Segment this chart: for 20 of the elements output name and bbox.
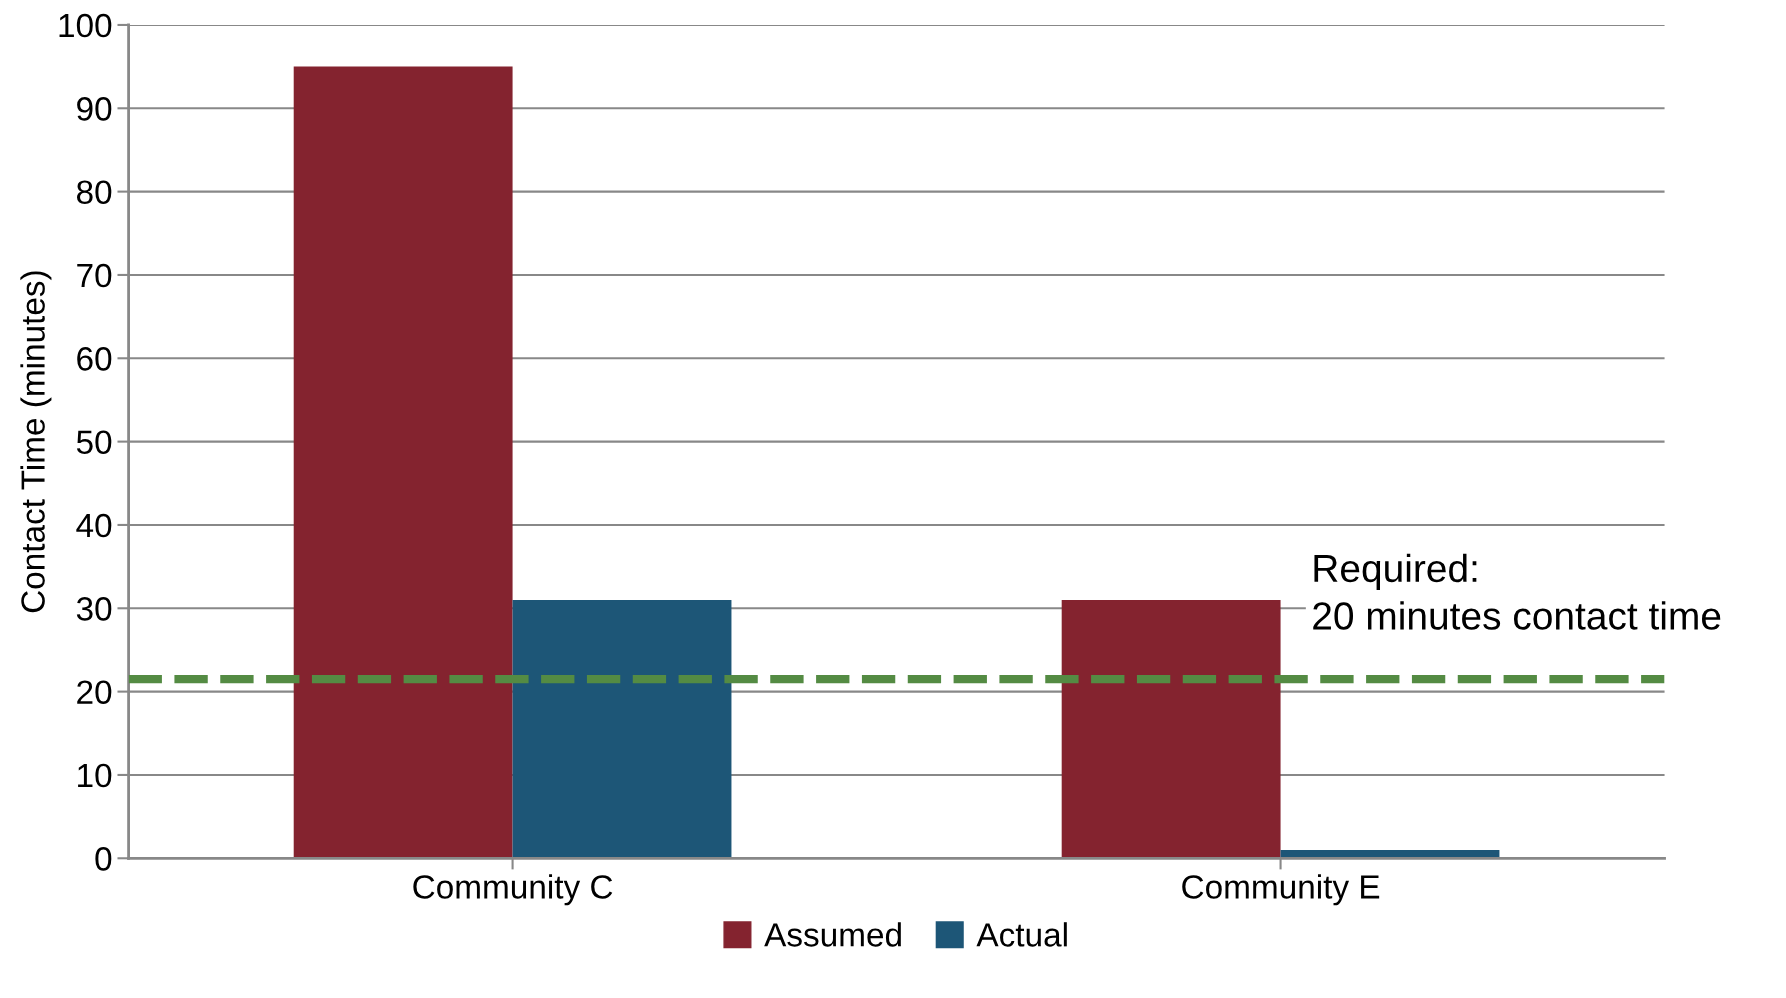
- bar: [1061, 599, 1281, 859]
- x-tick-label: Community C: [413, 874, 613, 906]
- y-tick-label: 40: [76, 513, 112, 538]
- y-tick-label: 90: [77, 97, 112, 121]
- y-tick-label: 50: [76, 430, 112, 455]
- annotation: Required: 20 minutes contact time: [1313, 553, 1721, 630]
- y-tick-label: 30: [76, 597, 112, 621]
- bar: [293, 66, 513, 859]
- y-tick-label: 70: [77, 263, 112, 288]
- y-tick-label: 100: [59, 13, 112, 38]
- y-axis-title: Contact Time (minutes): [20, 271, 52, 613]
- x-tick-label: Community E: [1182, 874, 1380, 906]
- legend-label: Actual: [976, 922, 1067, 947]
- y-tick-label: 0: [95, 847, 112, 871]
- legend-label: Assumed: [764, 922, 901, 947]
- bar: [512, 599, 732, 859]
- y-tick-label: 10: [78, 763, 112, 788]
- y-tick-label: 60: [77, 347, 112, 371]
- y-tick-label: 20: [77, 680, 112, 705]
- y-tick-label: 80: [76, 180, 112, 205]
